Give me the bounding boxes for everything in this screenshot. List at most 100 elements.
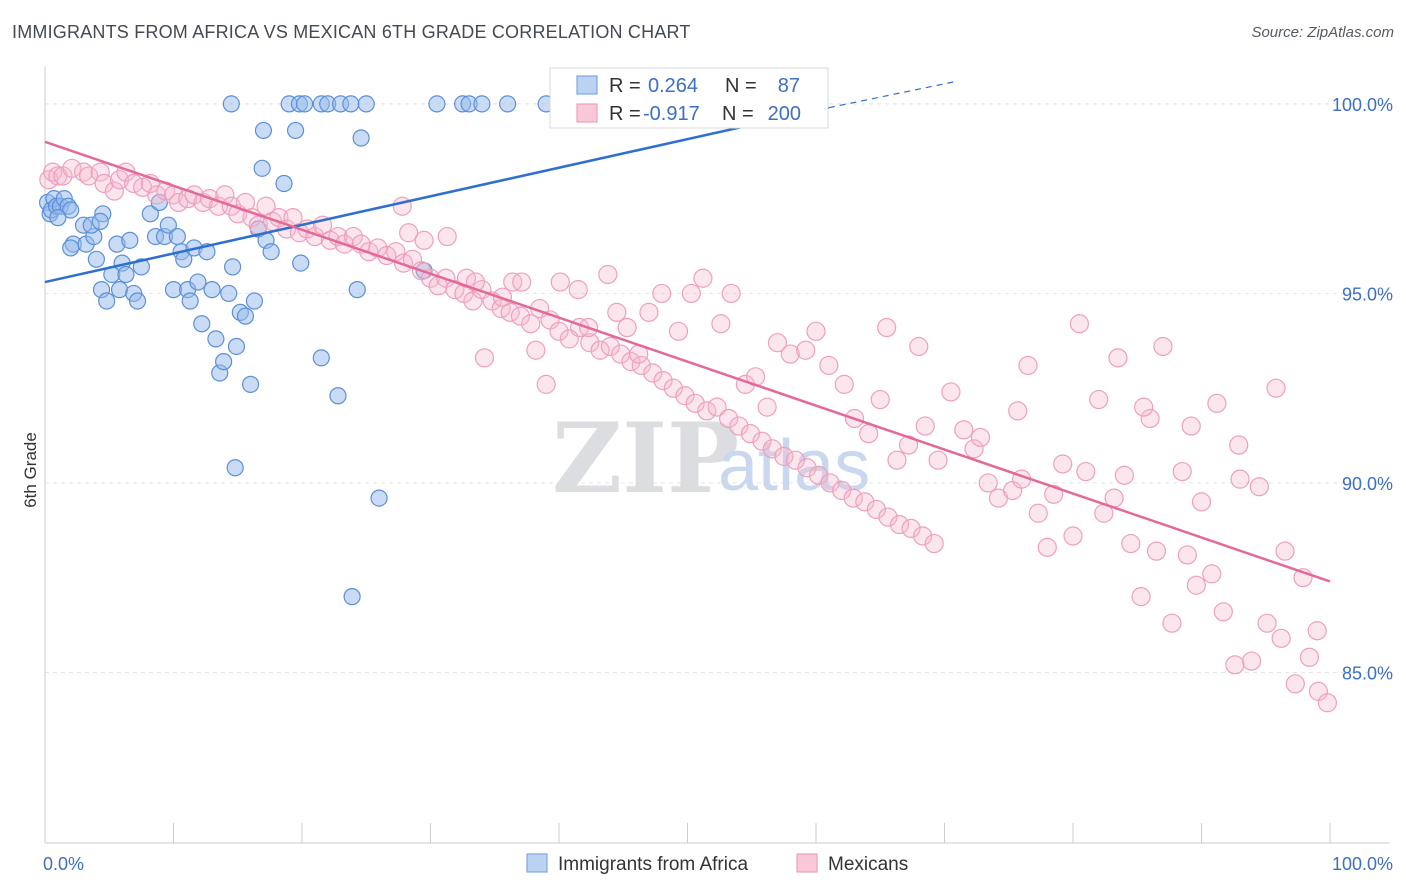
mexicans-point <box>1114 465 1135 485</box>
mexicans-point <box>697 401 717 421</box>
mexicans-point <box>653 370 673 391</box>
africa-point <box>428 95 446 113</box>
mexicans-point <box>796 340 816 360</box>
legend-n-value-2: 200 <box>768 103 801 125</box>
mexicans-point <box>915 416 935 436</box>
mexicans-point <box>1177 545 1197 565</box>
africa-point <box>132 258 150 276</box>
mexicans-point <box>343 226 363 247</box>
mexicans-point <box>820 473 840 493</box>
mexicans-point <box>512 272 532 292</box>
x-tick-label-min: 0.0% <box>43 854 84 874</box>
africa-point <box>253 159 271 177</box>
africa-point <box>312 349 330 367</box>
africa-point <box>329 387 347 405</box>
source-label: Source: ZipAtlas.com <box>1251 24 1394 41</box>
africa-point <box>220 284 238 303</box>
mexicans-point <box>1230 469 1250 489</box>
mexicans-point <box>1225 655 1245 675</box>
mexicans-point <box>1028 503 1048 523</box>
africa-point <box>262 243 280 261</box>
trend-lines <box>44 80 1331 583</box>
africa-point <box>193 315 211 333</box>
mexicans-point <box>663 378 683 398</box>
watermark: ZIP atlas <box>552 402 870 515</box>
africa-point <box>226 459 244 477</box>
mexicans-point <box>1181 416 1201 436</box>
mexicans-point <box>600 336 621 357</box>
africa-point <box>189 273 207 291</box>
mexicans-point <box>1076 461 1096 482</box>
legend-n-value-1: 87 <box>778 75 800 97</box>
mexicans-point <box>43 162 63 182</box>
mexicans-point <box>797 458 817 478</box>
legend-n-label-1: N = <box>725 75 757 97</box>
mexicans-point <box>1053 454 1073 474</box>
mexicans-point <box>1108 348 1128 368</box>
mexicans-point <box>711 314 731 334</box>
africa-point <box>87 250 106 268</box>
mexicans-point <box>870 389 890 410</box>
africa-point <box>357 95 375 113</box>
africa-point <box>117 265 135 284</box>
africa-point <box>181 292 199 310</box>
africa-point <box>473 95 491 113</box>
mexicans-point <box>643 363 663 383</box>
y-tick-label: 100.0% <box>1332 95 1393 115</box>
mexicans-point <box>1213 602 1233 622</box>
africa-point <box>236 307 255 325</box>
mexicans-point <box>1037 537 1057 557</box>
mexicans-point <box>785 450 806 470</box>
africa-point <box>295 95 314 113</box>
legend-r-label-1: R = <box>609 75 641 97</box>
mexicans-point <box>762 439 782 459</box>
mexicans-point <box>1162 613 1182 633</box>
mexicans-point <box>510 306 531 326</box>
africa-point <box>159 216 177 234</box>
mexicans-point <box>780 344 800 364</box>
mexicans-point <box>1191 492 1212 512</box>
africa-point <box>128 292 147 310</box>
mexicans-point <box>808 465 829 485</box>
mexicans-point <box>928 450 948 470</box>
mexicans-point <box>1121 533 1141 554</box>
y-tick-label: 95.0% <box>1342 284 1393 304</box>
legend-r-value-1: 0.264 <box>648 75 698 97</box>
mexicans-point <box>752 431 772 451</box>
mexicans-point <box>1257 613 1277 633</box>
mexicans-point <box>580 333 600 353</box>
mexicans-point <box>721 283 741 304</box>
stats-legend: R = 0.264 N = 87 R = -0.917 N = 200 <box>549 67 829 129</box>
mexicans-point <box>693 268 713 288</box>
series-immigrants-from-africa <box>38 95 555 606</box>
mexicans-point <box>878 507 898 527</box>
mexicans-point <box>1202 564 1222 584</box>
mexicans-point <box>970 427 991 448</box>
stats-legend-blue-swatch <box>576 75 598 95</box>
mexicans-point <box>631 355 651 376</box>
mexicans-point <box>1134 397 1154 417</box>
mexicans-point <box>675 386 695 406</box>
legend-mexicans-swatch <box>796 853 818 873</box>
mexicans-point <box>866 499 886 520</box>
mexicans-point <box>740 424 761 444</box>
legend-mexicans-label: Mexicans <box>828 854 908 875</box>
mexicans-point <box>1018 355 1038 376</box>
mexicans-point <box>1172 461 1192 482</box>
mexicans-point <box>806 321 826 341</box>
africa-point <box>222 95 240 113</box>
mexicans-point <box>1285 674 1305 694</box>
africa-point <box>207 330 225 348</box>
mexicans-point <box>500 302 520 322</box>
mexicans-point <box>549 321 569 341</box>
mexicans-point <box>719 408 739 429</box>
mexicans-point <box>1317 693 1338 713</box>
mexicans-point <box>414 230 434 250</box>
mexicans-point <box>104 181 124 201</box>
mexicans-point <box>526 340 546 360</box>
africa-trend-line <box>44 106 830 284</box>
mexicans-point <box>1069 314 1090 334</box>
x-tick-label-max: 100.0% <box>1332 854 1393 874</box>
africa-point <box>110 281 129 299</box>
